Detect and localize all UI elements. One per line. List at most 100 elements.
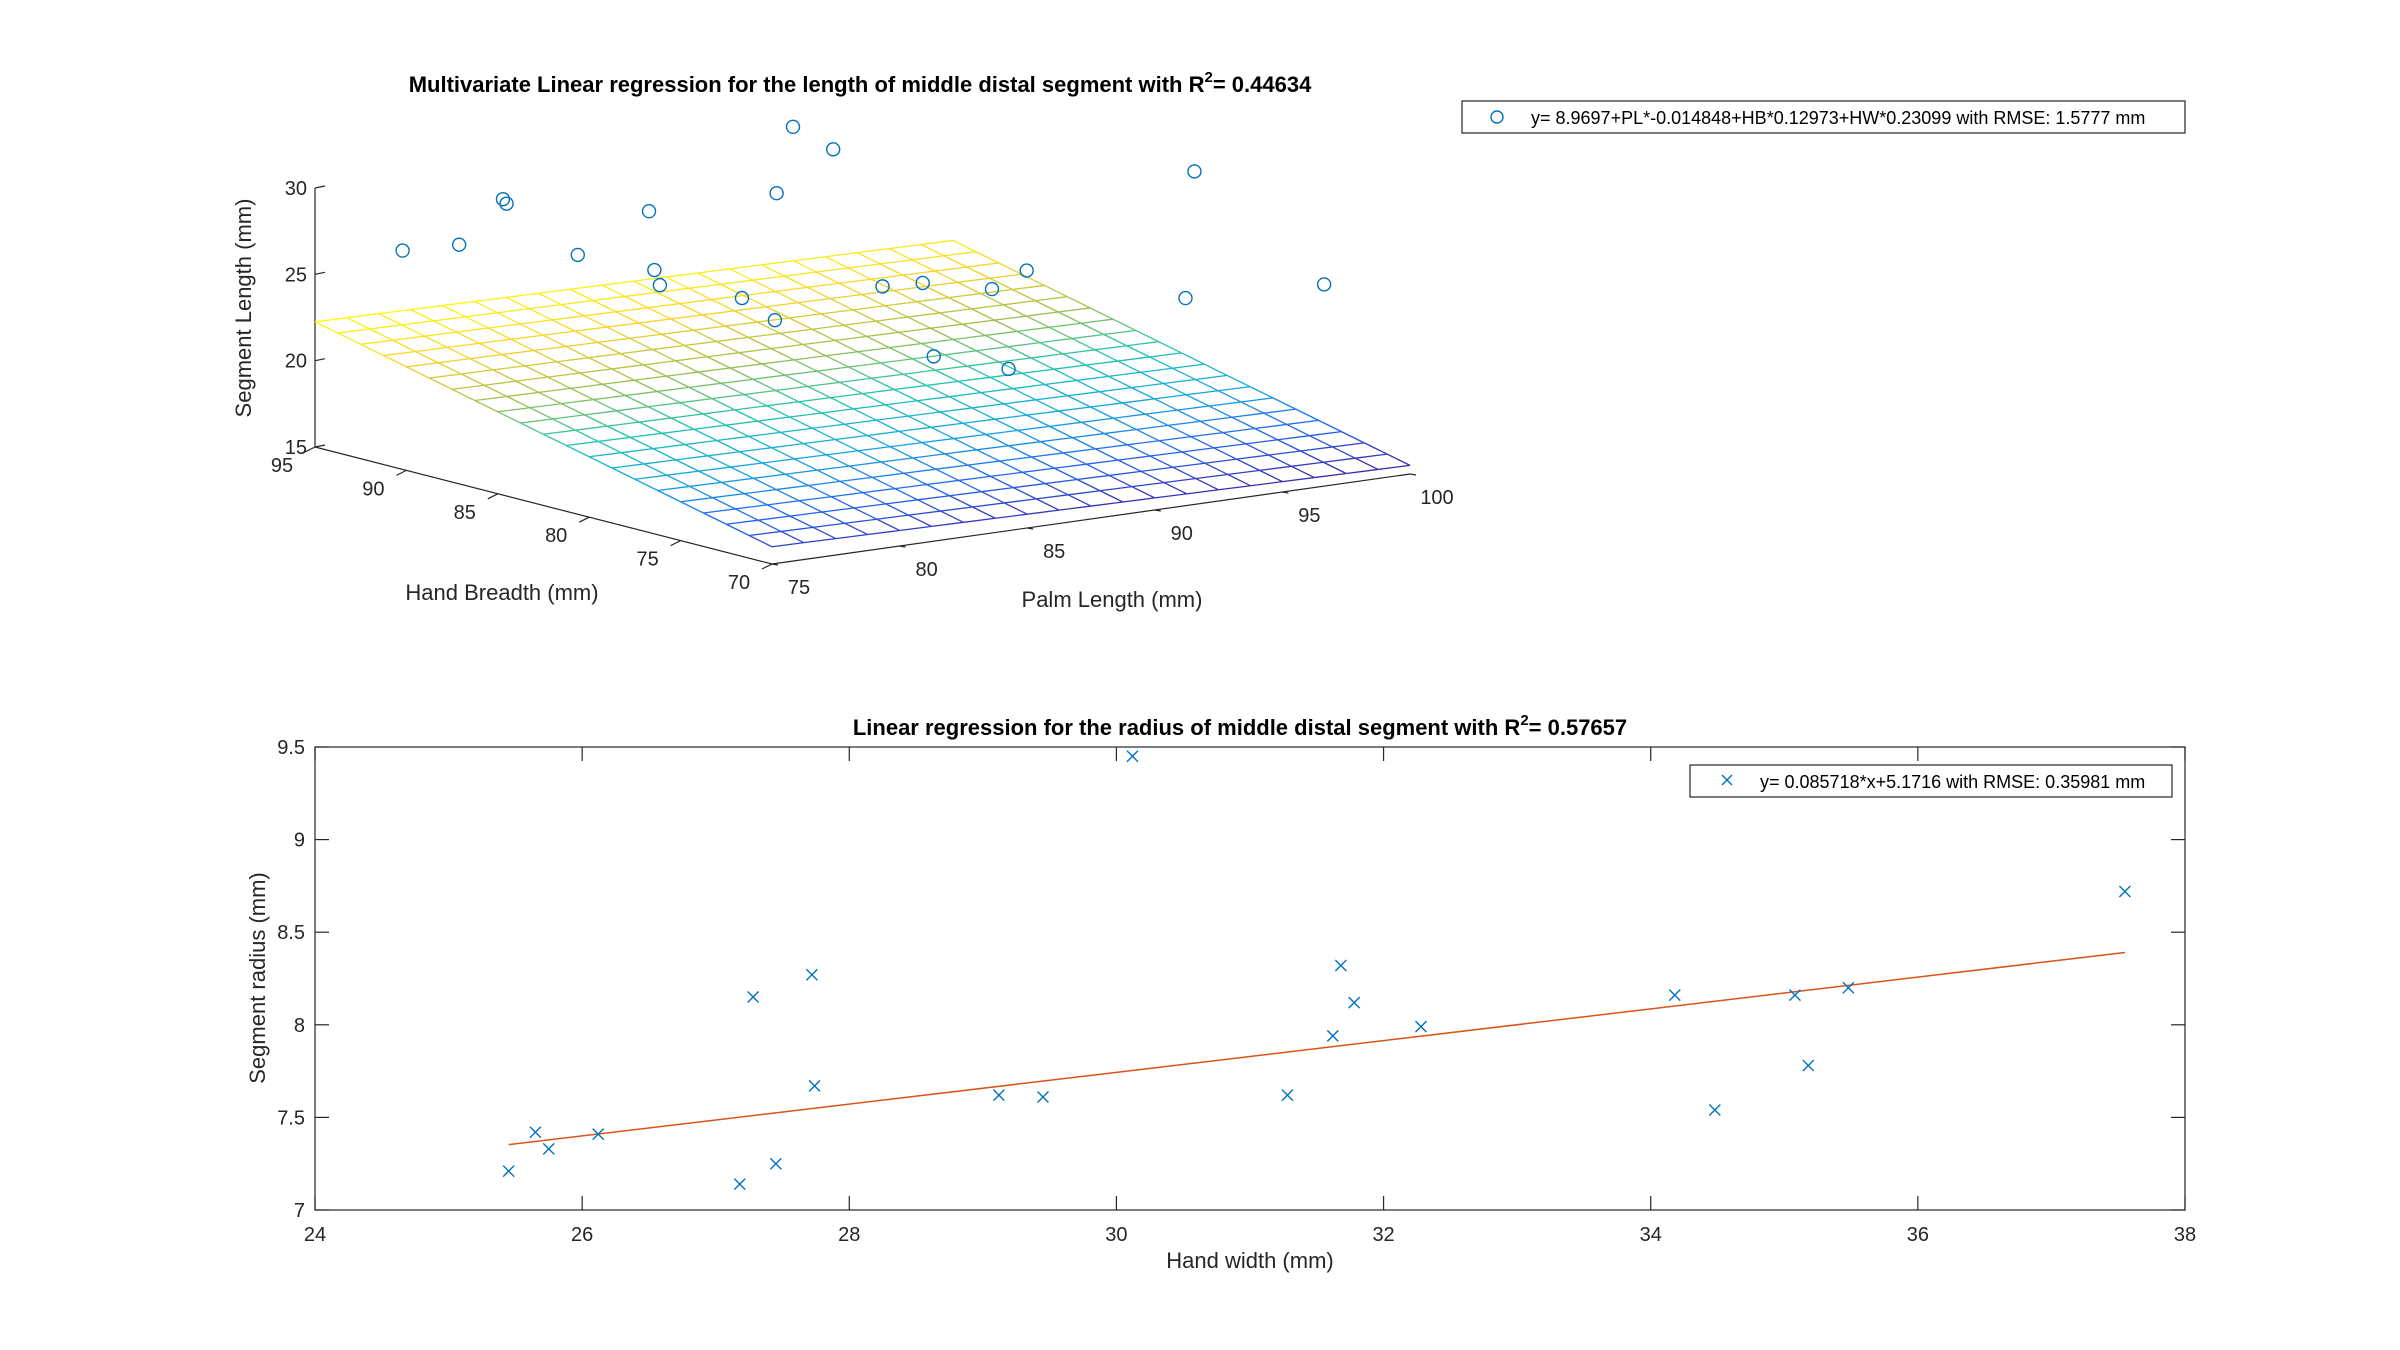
plane-grid-line <box>994 319 1018 332</box>
plane-grid-line <box>779 332 804 346</box>
data-point-circle <box>915 275 930 291</box>
data-point-x-marker <box>1842 981 1855 994</box>
plane-grid-line <box>634 474 667 480</box>
plane-grid-line <box>967 361 1000 367</box>
plane-grid-line <box>789 416 813 429</box>
data-point-circle <box>652 277 668 293</box>
plane-grid-line <box>415 346 448 353</box>
plane-grid-line <box>911 255 945 261</box>
plane-grid-line <box>716 340 740 354</box>
plane-grid-line <box>999 357 1032 363</box>
plane-grid-line <box>861 293 886 307</box>
plane-grid-line <box>1108 375 1132 389</box>
palm-length-tick-label: 90 <box>1171 523 1193 545</box>
plane-grid-line <box>1140 371 1164 385</box>
data-point-x-marker <box>1788 989 1801 1002</box>
plane-grid-line <box>885 400 918 406</box>
plane-grid-line <box>1131 481 1164 488</box>
plane-grid-line <box>935 464 968 470</box>
plane-grid-line <box>980 392 1005 405</box>
plane-grid-line <box>652 448 677 461</box>
plane-grid-line <box>852 305 885 311</box>
plane-grid-line <box>670 314 703 320</box>
plane-grid-line <box>337 332 361 345</box>
plane-grid-line <box>1048 326 1073 340</box>
plane-grid-line <box>949 491 982 497</box>
plane-grid-line <box>949 495 973 508</box>
plane-grid-line <box>930 323 963 329</box>
plane-grid-line <box>597 341 621 355</box>
plane-grid-line <box>729 367 754 380</box>
plane-grid-line <box>1013 482 1046 489</box>
plane-grid-line <box>588 357 612 370</box>
plane-grid-line <box>798 500 823 513</box>
plane-grid-line <box>958 475 991 482</box>
plane-grid-line <box>926 483 950 497</box>
plane-grid-line <box>657 489 681 503</box>
data-point-circle <box>1316 277 1332 292</box>
plane-grid-line <box>1022 467 1055 473</box>
plane-grid-line <box>579 368 612 374</box>
plane-grid-line <box>752 275 785 281</box>
plane-grid-line <box>583 311 616 317</box>
plane-grid-line <box>506 292 539 299</box>
palm-length-tick <box>1409 473 1417 476</box>
plane-grid-line <box>1204 462 1228 476</box>
plane-grid-line <box>620 348 653 355</box>
plane-grid-line <box>1108 371 1141 378</box>
plane-grid-line <box>1071 337 1096 351</box>
plane-grid-line <box>916 400 941 413</box>
plane-grid-line <box>360 339 393 345</box>
plane-grid-line <box>711 298 735 312</box>
plane-grid-line <box>976 350 1000 363</box>
plane-grid-line <box>766 306 790 319</box>
plane-grid-line <box>1218 485 1251 491</box>
plane-grid-line <box>990 475 1014 489</box>
hand-breadth-tick <box>761 563 773 570</box>
data-point-circle <box>1019 263 1034 278</box>
plane-grid-line <box>566 444 590 458</box>
plane-grid-line <box>838 282 863 296</box>
plane-grid-line <box>857 347 890 353</box>
plane-grid-line <box>410 304 443 311</box>
plane-grid-line <box>1354 457 1379 471</box>
plane-grid-line <box>1039 342 1064 355</box>
plane-grid-line <box>871 472 904 478</box>
plane-grid-line <box>1199 416 1233 422</box>
segment-radius-tick-label: 7.5 <box>277 1107 305 1129</box>
plane-grid-line <box>739 347 772 354</box>
hand-breadth-tick <box>396 469 407 476</box>
plane-grid-line <box>429 373 462 379</box>
plane-grid-line <box>862 393 886 406</box>
plane-grid-line <box>957 281 981 295</box>
plane-grid-line <box>1240 397 1273 403</box>
plane-grid-line <box>410 309 434 322</box>
plane-grid-line <box>337 328 370 334</box>
plane-grid-line <box>1309 430 1342 437</box>
plane-grid-line <box>789 313 822 319</box>
hand-breadth-tick <box>487 493 499 500</box>
plane-grid-line <box>1017 326 1050 333</box>
plane-grid-line <box>1140 470 1165 484</box>
plane-grid-line <box>729 268 753 281</box>
segment-length-tick <box>314 185 326 189</box>
plane-grid-line <box>957 380 982 394</box>
segment-radius-tick-label: 8.5 <box>277 922 305 944</box>
plane-grid-line <box>849 461 882 467</box>
plane-grid-line <box>989 376 1014 390</box>
plane-grid-line <box>776 488 800 502</box>
plane-grid-line <box>944 453 968 466</box>
plane-grid-line <box>893 285 926 292</box>
plane-grid-line <box>1122 497 1155 503</box>
plane-grid-line <box>725 420 758 426</box>
plane-grid-line <box>478 342 503 356</box>
plane-grid-line <box>1053 368 1078 382</box>
plane-grid-line <box>963 517 996 523</box>
plane-grid-line <box>1017 425 1050 432</box>
plane-grid-line <box>511 334 544 340</box>
plane-grid-line <box>808 480 841 487</box>
plane-grid-line <box>1035 300 1059 313</box>
plane-grid-line <box>780 530 805 544</box>
hand-breadth-axis-label: Hand Breadth (mm) <box>405 580 598 605</box>
plane-grid-line <box>995 513 1028 519</box>
